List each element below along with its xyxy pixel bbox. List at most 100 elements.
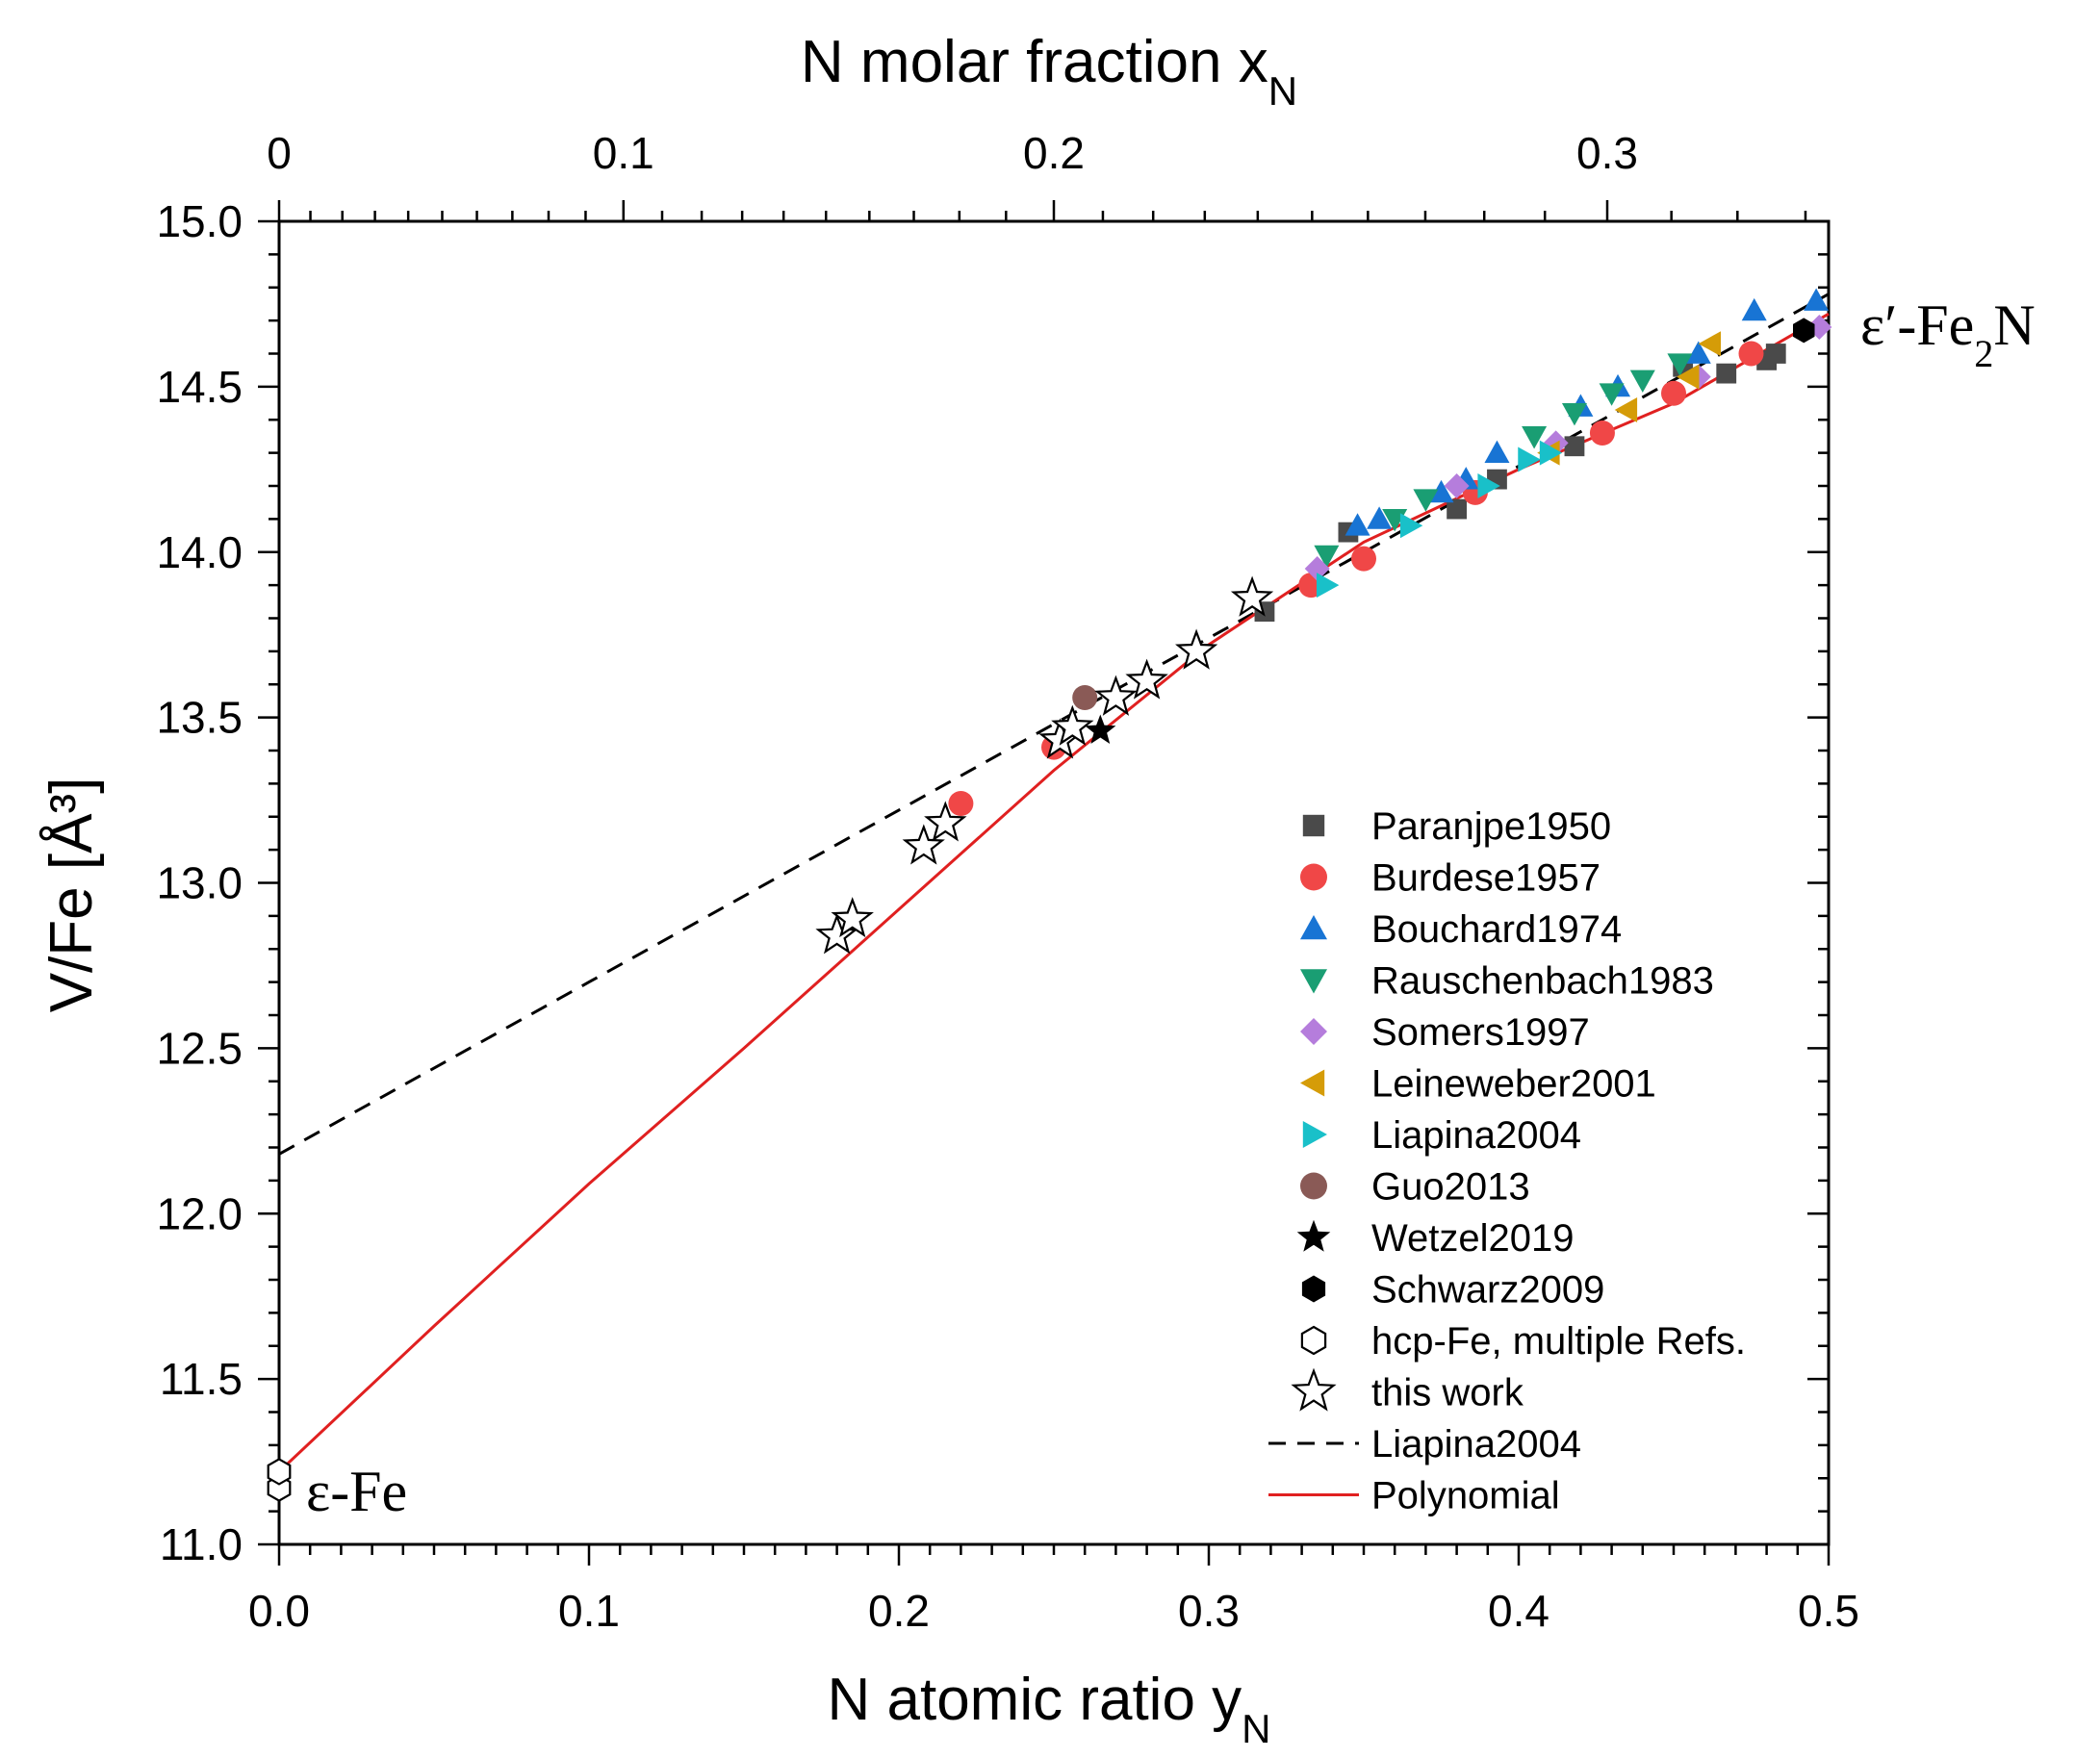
point-rauschenbach1983 (1629, 369, 1655, 393)
x-axis-title-sub: N (1242, 1706, 1270, 1751)
point-this-work (1125, 658, 1168, 700)
point-paranjpe1950 (1716, 363, 1737, 384)
legend-marker-this-work (1291, 1367, 1337, 1412)
point-this-work (924, 801, 967, 842)
point-this-work (1094, 675, 1138, 716)
y-tick-label: 15.0 (156, 196, 243, 246)
point-liapina2004 (1399, 513, 1423, 539)
point-liapina2004 (1518, 446, 1541, 472)
x2-tick-label: 0.3 (1576, 128, 1638, 178)
point-rauschenbach1983 (1599, 383, 1625, 406)
point-bouchard1974 (1685, 341, 1711, 364)
point-this-work (1051, 704, 1094, 746)
x-tick-label: 0.3 (1178, 1586, 1240, 1636)
point-liapina2004 (1316, 573, 1340, 599)
point-rauschenbach1983 (1413, 489, 1439, 512)
point-wetzel2019 (1085, 714, 1116, 744)
point-paranjpe1950 (1564, 436, 1585, 457)
legend-label-paranjpe1950: Paranjpe1950 (1371, 805, 1611, 848)
point-leineweber2001 (1614, 396, 1638, 422)
x2-axis-title: N molar fraction xN (801, 29, 1297, 114)
annotation-epsilon-prime-fe2n: ε′-Fe2N (1860, 293, 2036, 375)
x-axis-title-text: N atomic ratio y (827, 1667, 1242, 1733)
point-somers1997 (1444, 473, 1470, 498)
y-tick-label: 12.5 (156, 1023, 243, 1073)
point-this-work (831, 897, 874, 938)
point-liapina2004 (1477, 473, 1500, 498)
point-leineweber2001 (1698, 331, 1722, 357)
point-bouchard1974 (1741, 297, 1767, 321)
x-tick-label: 0.4 (1488, 1586, 1549, 1636)
legend-marker-hcp-fe-multiple-refs (1300, 1325, 1327, 1356)
annotation-epsilon-fe: ε-Fe (306, 1460, 407, 1523)
point-liapina2004 (1539, 440, 1563, 466)
legend-label-line-polynomial: Polynomial (1371, 1475, 1560, 1517)
y-axis-title: V/Fe [Å³] (38, 777, 105, 1013)
data-points (267, 288, 1832, 1502)
point-bouchard1974 (1345, 513, 1370, 536)
x2-tick-label: 0 (267, 128, 292, 178)
legend-label-somers1997: Somers1997 (1371, 1011, 1590, 1054)
x2-tick-label: 0.2 (1023, 128, 1085, 178)
point-bouchard1974 (1804, 288, 1830, 311)
legend-label-rauschenbach1983: Rauschenbach1983 (1371, 960, 1714, 1003)
point-rauschenbach1983 (1561, 402, 1587, 426)
y-tick-label: 13.5 (156, 693, 243, 743)
y-tick-label: 11.0 (160, 1519, 243, 1569)
point-this-work (902, 824, 945, 865)
x-tick-label: 0.2 (868, 1586, 930, 1636)
legend-label-guo2013: Guo2013 (1371, 1166, 1530, 1209)
y-tick-label: 14.5 (156, 362, 243, 412)
y-tick-label: 13.0 (156, 858, 243, 908)
point-paranjpe1950 (1765, 344, 1786, 364)
legend-label-schwarz2009: Schwarz2009 (1371, 1269, 1604, 1312)
point-schwarz2009 (1793, 318, 1815, 344)
point-rauschenbach1983 (1522, 426, 1548, 449)
x-tick-label: 0.0 (248, 1586, 310, 1636)
legend-label-this-work: this work (1371, 1372, 1524, 1414)
point-burdese1957 (1351, 546, 1376, 572)
legend-marker-schwarz2009 (1301, 1275, 1326, 1303)
x2-axis-title-text: N molar fraction x (801, 29, 1268, 95)
point-bouchard1974 (1367, 506, 1393, 529)
legend-label-line-liapina2004: Liapina2004 (1371, 1423, 1581, 1465)
legend-label-burdese1957: Burdese1957 (1371, 857, 1601, 900)
legend-label-wetzel2019: Wetzel2019 (1371, 1217, 1575, 1260)
point-hcp-fe-multiple-refs (267, 1458, 292, 1486)
x-tick-label: 0.1 (558, 1586, 620, 1636)
x-tick-label: 0.5 (1798, 1586, 1859, 1636)
point-burdese1957 (1738, 341, 1764, 367)
axis-ticks (258, 200, 1831, 1566)
legend-marker-guo2013 (1300, 1172, 1327, 1200)
point-this-work (1175, 628, 1218, 670)
legend: Paranjpe1950 Burdese1957 Bouchard1974 Rausc… (1268, 805, 1746, 1517)
legend-marker-bouchard1974 (1300, 915, 1327, 940)
point-burdese1957 (948, 791, 974, 816)
legend-marker-wetzel2019 (1296, 1219, 1331, 1252)
annotation-main: ε′-Fe (1860, 293, 1974, 357)
legend-label-leineweber2001: Leineweber2001 (1371, 1063, 1656, 1106)
y-tick-label: 11.5 (160, 1354, 243, 1404)
point-paranjpe1950 (1447, 498, 1467, 520)
y-tick-label: 12.0 (156, 1188, 243, 1238)
annotation-tail: N (1993, 293, 2035, 357)
point-bouchard1974 (1428, 479, 1454, 503)
legend-marker-paranjpe1950 (1302, 814, 1325, 837)
legend-label-bouchard1974: Bouchard1974 (1371, 908, 1622, 951)
point-leineweber2001 (1677, 364, 1700, 390)
tick-labels: 0.0 0.1 0.2 0.3 0.4 0.5 0 0.1 0.2 0.3 11.0 11.5 12.0… (156, 128, 1859, 1636)
point-burdese1957 (1661, 380, 1686, 406)
x2-tick-label: 0.1 (593, 128, 654, 178)
legend-label-liapina2004: Liapina2004 (1371, 1114, 1581, 1157)
legend-marker-burdese1957 (1300, 863, 1327, 891)
annotation-sub: 2 (1974, 332, 1993, 375)
legend-marker-leineweber2001 (1300, 1069, 1325, 1097)
x-axis-title: N atomic ratio yN (827, 1667, 1270, 1751)
point-rauschenbach1983 (1314, 545, 1340, 569)
legend-marker-somers1997 (1300, 1018, 1327, 1045)
point-bouchard1974 (1484, 440, 1510, 464)
y-tick-label: 14.0 (156, 527, 243, 577)
legend-label-hcp-fe-multiple-refs: hcp-Fe, multiple Refs. (1371, 1320, 1746, 1363)
point-guo2013 (1072, 685, 1098, 710)
